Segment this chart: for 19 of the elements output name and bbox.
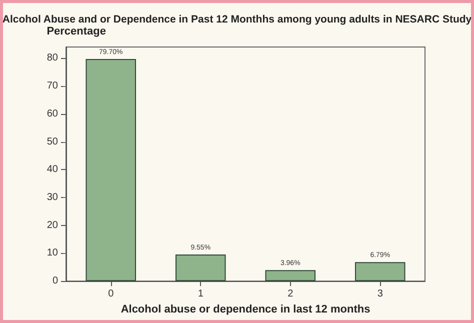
y-tick-label: 40: [46, 164, 58, 176]
x-tick-label: 3: [377, 288, 384, 300]
y-tick-label: 30: [46, 192, 58, 203]
y-tick-label: 80: [46, 52, 58, 64]
y-tick-label: 10: [46, 248, 58, 259]
y-tick-label: 50: [46, 136, 58, 148]
y-tick-label: 60: [46, 108, 58, 120]
bar: [175, 254, 226, 282]
x-tick-label: 2: [288, 288, 294, 300]
bar: [265, 270, 316, 282]
y-axis-title: Percentage: [46, 26, 106, 38]
y-tick-label: 20: [46, 220, 58, 231]
bar: [354, 262, 406, 282]
x-tick-label: 1: [198, 288, 204, 300]
x-axis-title: Alcohol abuse or dependence in last 12 months: [120, 304, 370, 316]
bar: [86, 58, 136, 282]
y-tick-label: 0: [52, 276, 58, 287]
y-tick-label: 70: [46, 80, 58, 92]
x-tick-label: 0: [108, 288, 114, 300]
